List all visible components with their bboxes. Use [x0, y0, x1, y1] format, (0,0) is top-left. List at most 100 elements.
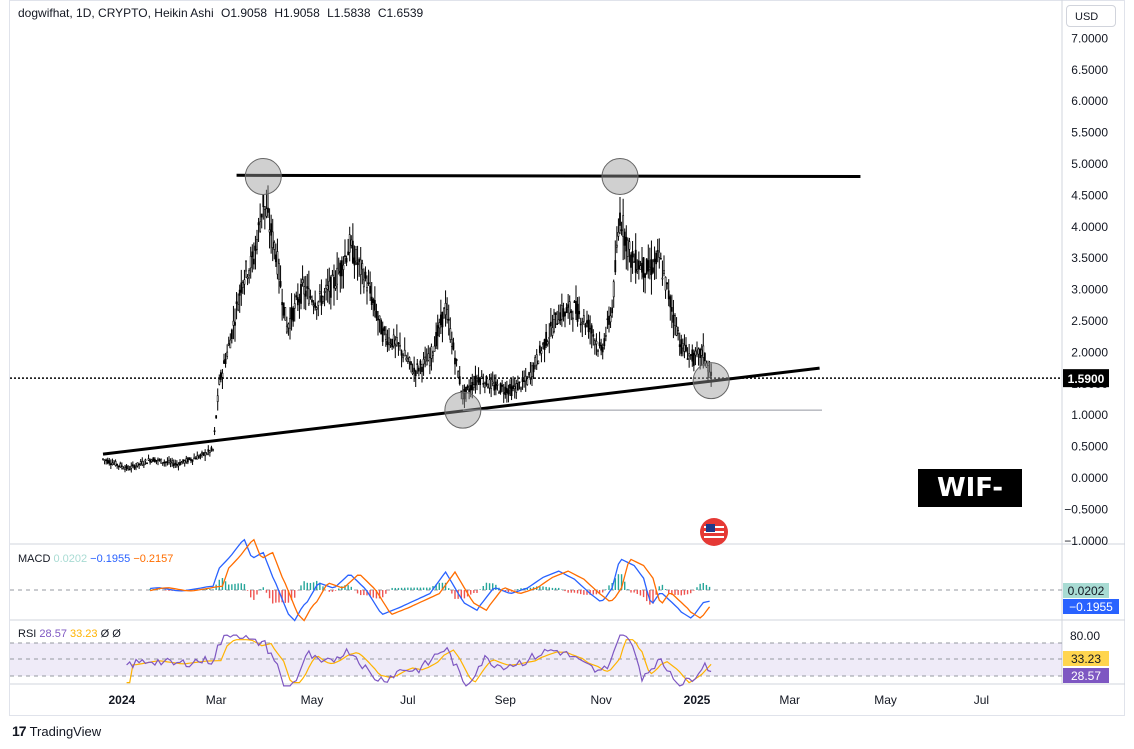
- macd-histogram-bar: [708, 586, 711, 590]
- macd-histogram-bar: [438, 582, 440, 590]
- candle-body: [202, 452, 205, 456]
- support-trend-line: [102, 366, 820, 456]
- candle-body: [501, 384, 504, 387]
- macd-line: [150, 538, 710, 622]
- candle-body: [601, 347, 604, 353]
- candle-body: [227, 343, 230, 346]
- rsi-label[interactable]: RSI: [18, 628, 37, 640]
- candle-body: [545, 331, 548, 346]
- candle-body: [439, 314, 442, 326]
- candle-body: [361, 263, 364, 270]
- candle-body: [526, 378, 529, 385]
- candle-body: [353, 257, 356, 266]
- us-flag-icon[interactable]: [700, 518, 728, 546]
- candle-body: [551, 327, 554, 336]
- price-tick-label: 3.5000: [1071, 251, 1108, 265]
- candle-body: [449, 328, 452, 340]
- candle-body: [405, 357, 408, 361]
- candle-body: [615, 244, 618, 248]
- candle-body: [364, 271, 367, 279]
- macd-histogram-bar: [598, 590, 601, 595]
- candle-body: [147, 458, 150, 461]
- candle-body: [573, 301, 576, 303]
- macd-histogram-bar: [278, 590, 280, 603]
- candle-body: [620, 229, 623, 231]
- macd-histogram-bar: [473, 590, 475, 593]
- candle-body: [303, 286, 306, 295]
- candle-body: [128, 468, 131, 471]
- candle-body: [625, 236, 628, 252]
- candle-body: [395, 337, 398, 346]
- footer: 17 TradingView: [12, 723, 101, 739]
- candle-body: [105, 459, 108, 462]
- macd-histogram-bar: [243, 584, 246, 590]
- macd-histogram-bar: [614, 578, 616, 590]
- candle-body: [458, 376, 461, 385]
- candle-body: [647, 260, 650, 272]
- candle-body: [685, 344, 687, 352]
- macd-histogram-bar: [542, 586, 544, 590]
- macd-histogram-bar: [429, 587, 431, 590]
- candle-body: [370, 296, 373, 306]
- candle-body: [548, 336, 551, 340]
- macd-histogram-bar: [564, 590, 566, 592]
- macd-histogram-bar: [363, 590, 365, 596]
- candle-body: [142, 463, 145, 466]
- time-axis-label: Mar: [779, 693, 800, 707]
- time-axis-label: 2024: [109, 693, 136, 707]
- candle-body: [540, 350, 543, 354]
- currency-button[interactable]: USD: [1066, 5, 1116, 27]
- candle-body: [113, 462, 115, 465]
- macd-histogram-bar: [482, 586, 484, 590]
- macd-histogram-bar: [627, 589, 629, 590]
- macd-line-value: −0.1955: [90, 553, 131, 565]
- candle-body: [119, 463, 122, 468]
- candle-body: [414, 370, 417, 377]
- candle-body: [674, 315, 676, 327]
- price-tick-label: 5.0000: [1071, 157, 1108, 171]
- candle-body: [331, 274, 334, 277]
- symbol-title[interactable]: dogwifhat, 1D, CRYPTO, Heikin Ashi: [18, 6, 214, 20]
- candle-body: [578, 310, 581, 315]
- macd-histogram-bar: [636, 590, 638, 595]
- candle-body: [707, 365, 709, 372]
- macd-label[interactable]: MACD: [18, 553, 51, 565]
- candle-body: [372, 299, 375, 304]
- candle-body: [648, 266, 651, 270]
- tradingview-logo-icon[interactable]: 17: [12, 723, 27, 739]
- candle-body: [106, 459, 109, 464]
- candle-body: [656, 250, 659, 252]
- candle-body: [306, 286, 309, 289]
- candle-body: [710, 371, 713, 376]
- candle-body: [542, 343, 544, 345]
- candle-body: [708, 371, 711, 379]
- candle-body: [157, 458, 159, 461]
- macd-histogram-bar: [517, 589, 519, 590]
- macd-histogram-bar: [488, 583, 491, 590]
- candle-body: [350, 239, 353, 246]
- candle-body: [285, 325, 288, 333]
- price-tick-label: −0.5000: [1064, 502, 1108, 516]
- candle-body: [436, 325, 439, 337]
- candle-body: [384, 333, 387, 340]
- macd-histogram-bar: [262, 587, 264, 590]
- candle-body: [499, 383, 502, 393]
- macd-signal-line: [149, 538, 711, 622]
- candle-body: [491, 381, 494, 384]
- top-2-highlight: [601, 158, 639, 196]
- rsi-value: 28.57: [39, 628, 67, 640]
- candle-body: [103, 459, 106, 462]
- rsi-tick-label: 80.00: [1070, 629, 1100, 643]
- candle-body: [631, 251, 634, 258]
- brand-name[interactable]: TradingView: [29, 723, 102, 739]
- candle-body: [532, 365, 535, 373]
- price-tick-label: 0.5000: [1071, 440, 1108, 454]
- candle-body: [161, 462, 164, 464]
- candle-body: [570, 310, 573, 313]
- candle-body: [340, 260, 343, 277]
- macd-line-badge: [1063, 599, 1119, 614]
- candle-body: [182, 459, 185, 463]
- candle-body: [347, 251, 350, 256]
- candle-body: [527, 372, 530, 375]
